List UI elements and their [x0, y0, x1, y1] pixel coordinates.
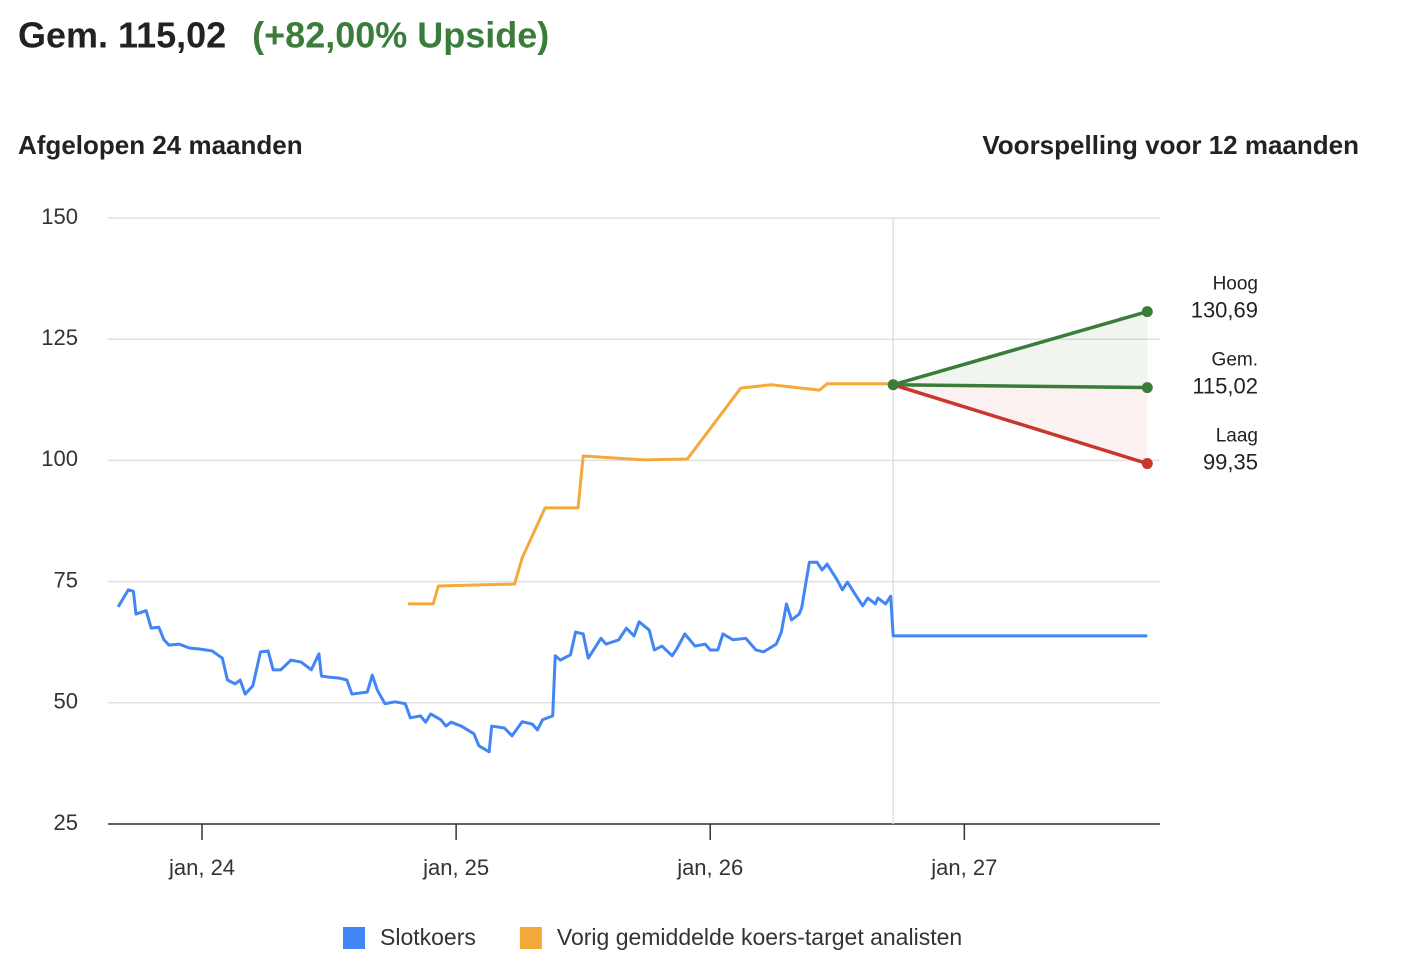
- y-tick-label: 25: [54, 810, 78, 835]
- series-line: [407, 382, 894, 606]
- x-tick-label: jan, 24: [168, 855, 235, 880]
- left-heading: Afgelopen 24 maanden: [18, 130, 303, 160]
- y-tick-label: 125: [41, 325, 78, 350]
- y-tick-label: 150: [41, 204, 78, 229]
- forecast-point: [1141, 458, 1153, 470]
- forecast-name: Gem.: [1212, 350, 1258, 371]
- series-line: [116, 560, 1148, 754]
- upside: (+82,00% Upside): [252, 15, 549, 56]
- y-tick-label: 100: [41, 446, 78, 471]
- legend-swatch: [519, 927, 542, 949]
- forecast-value: 115,02: [1192, 373, 1258, 398]
- forecast-start: [887, 379, 899, 391]
- x-tick-label: jan, 25: [422, 855, 489, 880]
- y-tick-label: 75: [54, 567, 78, 592]
- forecast-point: [1141, 382, 1153, 394]
- x-tick-label: jan, 27: [930, 855, 997, 880]
- legend-swatch: [343, 927, 365, 949]
- forecast-point: [1141, 306, 1153, 318]
- forecast-value: 99,35: [1203, 449, 1258, 474]
- forecast-line: [893, 383, 1148, 390]
- forecast-value: 130,69: [1191, 297, 1258, 322]
- forecast-name: Hoog: [1213, 274, 1258, 295]
- forecast-line: [892, 383, 1148, 466]
- legend-label: Vorig gemiddelde koers-target analisten: [557, 924, 962, 950]
- chart-title: Gem. 115,02: [18, 15, 226, 56]
- legend-label: Slotkoers: [380, 924, 476, 950]
- y-tick-label: 50: [54, 689, 78, 714]
- right-heading: Voorspelling voor 12 maanden: [982, 130, 1359, 160]
- forecast-line: [892, 309, 1148, 387]
- x-tick-label: jan, 26: [676, 855, 743, 880]
- forecast-name: Laag: [1216, 426, 1258, 447]
